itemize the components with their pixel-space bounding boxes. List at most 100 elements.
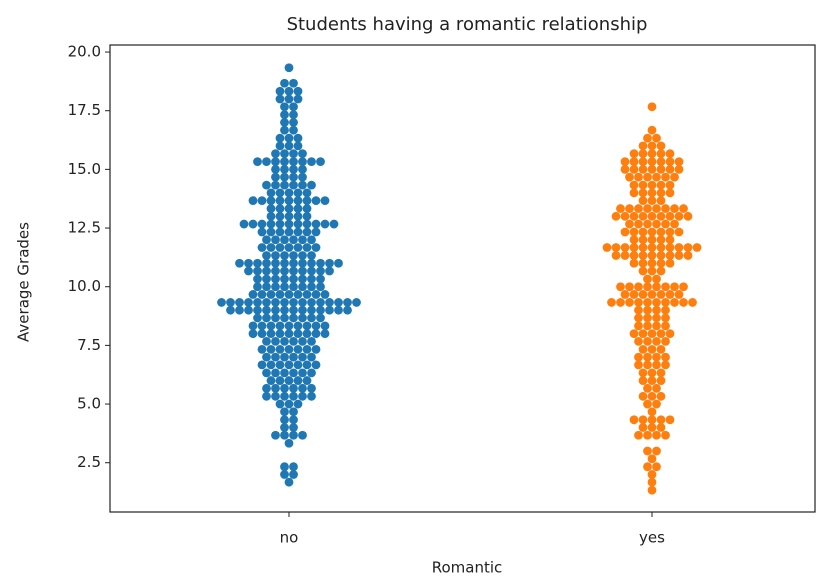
swarm-point bbox=[307, 391, 316, 401]
swarm-point bbox=[638, 423, 648, 432]
swarm-point bbox=[275, 243, 285, 252]
swarm-point bbox=[262, 368, 271, 378]
swarm-point bbox=[674, 290, 684, 299]
swarm-point bbox=[679, 204, 688, 213]
swarm-point bbox=[262, 313, 271, 323]
swarm-point bbox=[325, 266, 334, 276]
swarm-point bbox=[683, 211, 693, 221]
swarm-point bbox=[643, 462, 652, 472]
swarm-point bbox=[280, 470, 289, 479]
swarm-point bbox=[280, 274, 289, 284]
swarm-point bbox=[652, 430, 661, 440]
swarm-point bbox=[638, 376, 648, 385]
swarm-point bbox=[271, 305, 280, 315]
swarm-point bbox=[271, 258, 280, 268]
swarm-point bbox=[688, 298, 697, 307]
swarm-point bbox=[620, 251, 630, 260]
swarm-point bbox=[280, 430, 289, 440]
swarm-point bbox=[643, 305, 652, 315]
swarm-point bbox=[661, 336, 670, 346]
swarm-point bbox=[275, 399, 285, 409]
swarm-point bbox=[280, 118, 289, 127]
swarm-point bbox=[616, 298, 625, 307]
swarm-point bbox=[307, 157, 316, 167]
swarm-point bbox=[661, 352, 670, 362]
swarm-point bbox=[638, 344, 648, 354]
swarm-point bbox=[298, 352, 307, 362]
swarm-point bbox=[293, 86, 303, 96]
swarm-point bbox=[298, 430, 307, 440]
swarm-point bbox=[284, 63, 294, 73]
swarm-point bbox=[275, 86, 285, 96]
swarm-point bbox=[280, 251, 289, 260]
swarm-point bbox=[280, 125, 289, 135]
swarm-point bbox=[647, 243, 657, 252]
swarm-point bbox=[280, 164, 289, 174]
swarm-point bbox=[257, 219, 267, 229]
swarm-point bbox=[643, 360, 652, 370]
swarm-point bbox=[634, 298, 643, 307]
swarm-point bbox=[611, 211, 621, 221]
swarm-point bbox=[611, 251, 621, 260]
swarm-point bbox=[652, 219, 661, 229]
swarm-point bbox=[652, 313, 661, 323]
swarm-point bbox=[280, 383, 289, 393]
swarm-point bbox=[302, 243, 312, 252]
swarm-point bbox=[271, 274, 280, 284]
swarm-point bbox=[280, 407, 289, 417]
swarm-point bbox=[284, 360, 294, 370]
swarm-point bbox=[257, 321, 267, 331]
swarm-point bbox=[262, 336, 271, 346]
swarm-point bbox=[670, 298, 679, 307]
swarm-point bbox=[665, 329, 675, 339]
swarm-point bbox=[316, 258, 325, 268]
swarm-point bbox=[316, 305, 325, 315]
swarm-point bbox=[293, 204, 303, 213]
swarm-point bbox=[289, 391, 298, 401]
swarm-point bbox=[656, 290, 666, 299]
swarm-point bbox=[634, 204, 643, 213]
swarm-point bbox=[665, 251, 675, 260]
swarm-point bbox=[298, 336, 307, 346]
swarm-point bbox=[257, 329, 267, 339]
swarm-point bbox=[647, 188, 657, 198]
swarm-point bbox=[280, 149, 289, 159]
swarm-point bbox=[235, 258, 244, 268]
swarm-point bbox=[271, 180, 280, 190]
swarm-point bbox=[311, 227, 321, 237]
swarm-point bbox=[298, 180, 307, 190]
swarm-point bbox=[311, 219, 321, 229]
swarm-point bbox=[302, 290, 312, 299]
swarm-point bbox=[656, 423, 666, 432]
swarm-point bbox=[643, 321, 652, 331]
swarm-point bbox=[647, 485, 657, 495]
swarm-point bbox=[656, 164, 666, 174]
swarm-point bbox=[253, 305, 262, 315]
swarm-point bbox=[307, 298, 316, 307]
swarm-point bbox=[289, 415, 298, 425]
swarm-point bbox=[652, 360, 661, 370]
swarm-point bbox=[235, 298, 244, 307]
swarm-point bbox=[289, 336, 298, 346]
swarm-point bbox=[656, 227, 666, 237]
swarm-point bbox=[679, 282, 688, 292]
swarm-point bbox=[638, 266, 648, 276]
swarm-point bbox=[262, 352, 271, 362]
swarm-point bbox=[262, 383, 271, 393]
swarm-point bbox=[289, 407, 298, 417]
swarm-point bbox=[298, 258, 307, 268]
swarm-point bbox=[652, 204, 661, 213]
swarm-point bbox=[271, 352, 280, 362]
swarm-point bbox=[266, 329, 276, 339]
swarm-point bbox=[665, 415, 675, 425]
swarm-point bbox=[302, 321, 312, 331]
swarm-point bbox=[280, 172, 289, 182]
swarm-point bbox=[262, 282, 271, 292]
swarm-point bbox=[284, 321, 294, 331]
swarm-point bbox=[253, 282, 262, 292]
swarm-point bbox=[271, 172, 280, 182]
swarm-point bbox=[253, 258, 262, 268]
swarm-point bbox=[665, 211, 675, 221]
swarm-point bbox=[320, 329, 330, 339]
swarm-point bbox=[683, 243, 693, 252]
